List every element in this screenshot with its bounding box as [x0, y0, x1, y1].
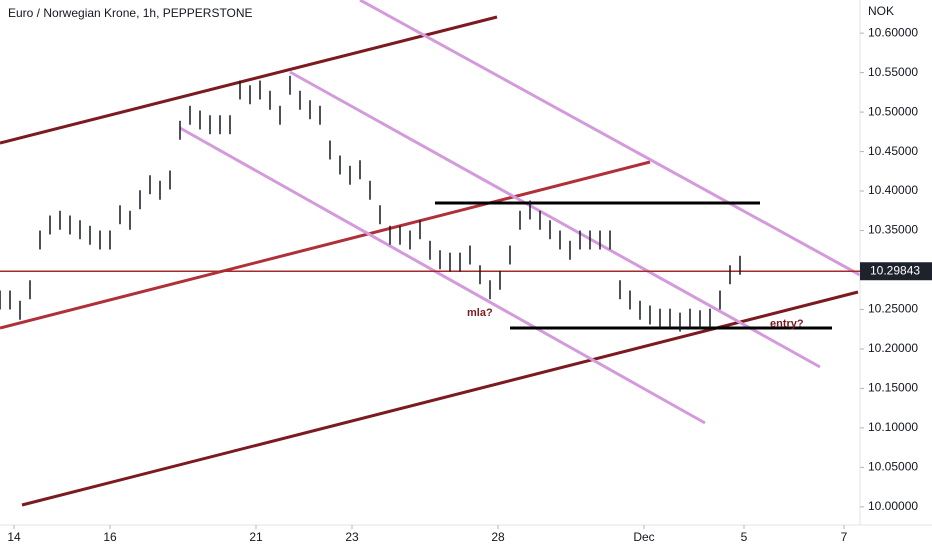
y-tick-label: 10.60000: [868, 25, 918, 39]
y-tick-label: 10.25000: [868, 302, 918, 316]
y-tick-label: 10.50000: [868, 104, 918, 118]
x-tick-label: 21: [249, 530, 263, 544]
x-tick-label: 5: [741, 530, 748, 544]
x-tick-label: 16: [103, 530, 117, 544]
x-tick-label: 28: [491, 530, 505, 544]
y-tick-label: 10.00000: [868, 499, 918, 513]
drawings: [0, 0, 861, 507]
y-tick-label: 10.35000: [868, 223, 918, 237]
y-tick-label: 10.45000: [868, 144, 918, 158]
annotation: entry?: [770, 318, 804, 330]
x-tick-label: Dec: [633, 530, 654, 544]
y-tick-label: 10.05000: [868, 460, 918, 474]
y-axis-label: NOK: [868, 4, 894, 18]
trend-line: [0, 15, 498, 145]
trend-line: [0, 160, 651, 330]
y-tick-label: 10.10000: [868, 420, 918, 434]
last-price-label: 10.29843: [870, 263, 920, 277]
x-tick-label: 23: [345, 530, 359, 544]
y-tick-label: 10.20000: [868, 341, 918, 355]
y-tick-label: 10.55000: [868, 65, 918, 79]
chart-title: Euro / Norwegian Krone, 1h, PEPPERSTONE: [8, 6, 253, 20]
y-tick-label: 10.15000: [868, 381, 918, 395]
channel-line: [359, 0, 861, 277]
annotation: mla?: [467, 307, 493, 319]
last-price-tag: [860, 262, 932, 281]
channel-line: [179, 126, 706, 425]
channel-line: [289, 70, 821, 369]
x-tick-label: 7: [841, 530, 848, 544]
y-tick-label: 10.40000: [868, 183, 918, 197]
x-tick-label: 14: [7, 530, 21, 544]
